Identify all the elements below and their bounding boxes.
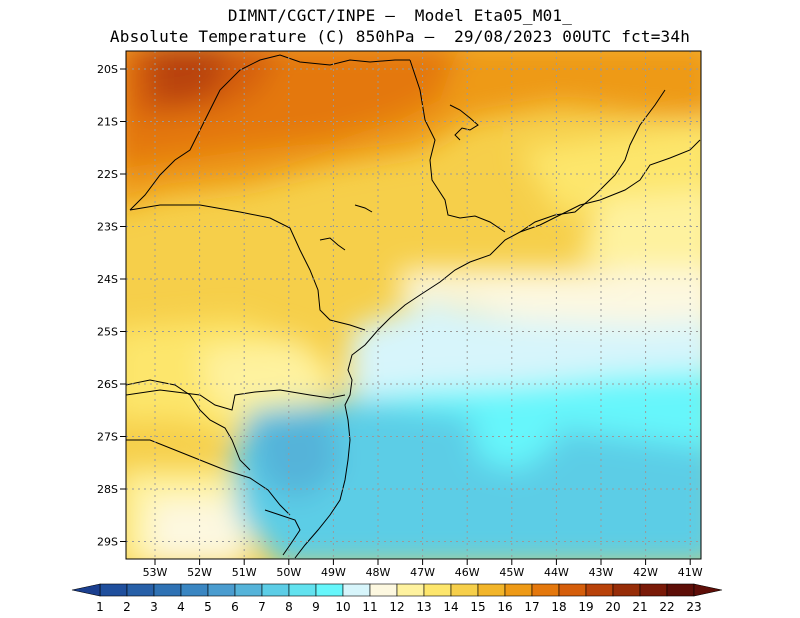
map-title-line1: DIMNT/CGCT/INPE – Model Eta05_M01_: [227, 6, 573, 25]
colorbar-swatch: [288, 583, 317, 597]
lon-label: 45W: [499, 566, 524, 579]
colorbar-swatch: [153, 583, 182, 597]
lat-label: 26S: [97, 378, 118, 391]
border-argentina: [126, 379, 251, 471]
reservoir-2: [319, 237, 346, 251]
colorbar-label: 19: [578, 600, 593, 614]
colorbar-swatch: [612, 583, 641, 597]
lon-label: 46W: [455, 566, 480, 579]
coastline: [294, 139, 701, 559]
colorbar-label: 21: [632, 600, 647, 614]
lon-label: 43W: [589, 566, 614, 579]
lat-label: 29S: [97, 536, 118, 549]
colorbar-swatch: [261, 583, 290, 597]
lat-label: 21S: [97, 116, 118, 129]
colorbar-swatch: [126, 583, 155, 597]
colorbar-label: 1: [96, 600, 104, 614]
colorbar-label: 18: [551, 600, 566, 614]
lat-label: 25S: [97, 326, 118, 339]
lon-label: 48W: [366, 566, 391, 579]
colorbar-label: 7: [258, 600, 266, 614]
colorbar-label: 8: [285, 600, 293, 614]
colorbar-label: 5: [204, 600, 212, 614]
lon-label: 42W: [633, 566, 658, 579]
colorbar-swatch: [531, 583, 560, 597]
colorbar-swatch: [558, 583, 587, 597]
temperature-field: [126, 51, 701, 559]
lon-label: 51W: [232, 566, 257, 579]
colorbar-swatch: [180, 583, 209, 597]
lat-label: 28S: [97, 483, 118, 496]
colorbar-swatch: [504, 583, 533, 597]
colorbar-label: 11: [362, 600, 377, 614]
lat-label: 20S: [97, 63, 118, 76]
colorbar-label: 6: [231, 600, 239, 614]
lat-label: 27S: [97, 431, 118, 444]
colorbar-label: 2: [123, 600, 131, 614]
reservoir-3: [354, 204, 373, 213]
map-frame: [125, 50, 702, 560]
colorbar-label: 10: [335, 600, 350, 614]
lon-label: 49W: [321, 566, 346, 579]
colorbar-label: 14: [443, 600, 458, 614]
reservoir-1: [449, 104, 479, 141]
border-sp-pr: [129, 204, 366, 331]
colorbar-label: 22: [659, 600, 674, 614]
lat-label: 23S: [97, 221, 118, 234]
colorbar-label: 4: [177, 600, 185, 614]
colorbar-swatch: [369, 583, 398, 597]
lat-label: 22S: [97, 168, 118, 181]
colorbar-swatch: [450, 583, 479, 597]
colorbar-label: 23: [686, 600, 701, 614]
colorbar-label: 17: [524, 600, 539, 614]
lon-label: 44W: [544, 566, 569, 579]
colorbar-swatch: [396, 583, 425, 597]
colorbar-label: 13: [416, 600, 431, 614]
colorbar-swatch: [666, 583, 695, 597]
lon-label: 53W: [143, 566, 168, 579]
coastlines-borders: [126, 54, 701, 559]
colorbar: 1 2 3 4 5 6 7 8 9 10 11 12 13 14 15 16 17 18 19 20 21 22 23: [71, 583, 723, 614]
colorbar-label: 15: [470, 600, 485, 614]
colorbar-swatch: [477, 583, 506, 597]
colorbar-swatch: [99, 583, 128, 597]
colorbar-low-arrow: [71, 583, 101, 597]
lagoon: [264, 509, 301, 556]
border-ms-pr: [129, 54, 410, 211]
colorbar-label: 9: [312, 600, 320, 614]
map-title-line2: Absolute Temperature (C) 850hPa – 29/08/…: [109, 27, 691, 46]
graticule: [126, 51, 701, 559]
colorbar-label: 16: [497, 600, 512, 614]
lon-label: 50W: [276, 566, 301, 579]
lon-label: 41W: [678, 566, 703, 579]
colorbar-swatch: [315, 583, 344, 597]
colorbar-label: 12: [389, 600, 404, 614]
border-mg-sp: [409, 59, 506, 233]
colorbar-swatch: [207, 583, 236, 597]
colorbar-swatch: [423, 583, 452, 597]
lon-label: 47W: [410, 566, 435, 579]
lat-label: 24S: [97, 273, 118, 286]
colorbar-label: 20: [605, 600, 620, 614]
border-mg-rj-es: [519, 89, 666, 233]
latitude-labels: 20S 21S 22S 23S 24S 25S 26S 27S 28S 29S: [97, 63, 126, 549]
colorbar-label: 3: [150, 600, 158, 614]
lon-label: 52W: [187, 566, 212, 579]
colorbar-high-arrow: [693, 583, 723, 597]
colorbar-swatch: [639, 583, 668, 597]
longitude-labels: 53W 52W 51W 50W 49W 48W 47W 46W 45W 44W 43W 42W 41W: [143, 559, 703, 579]
colorbar-swatch: [585, 583, 614, 597]
border-sc-rs: [126, 439, 291, 516]
colorbar-swatch: [342, 583, 371, 597]
colorbar-swatch: [234, 583, 263, 597]
